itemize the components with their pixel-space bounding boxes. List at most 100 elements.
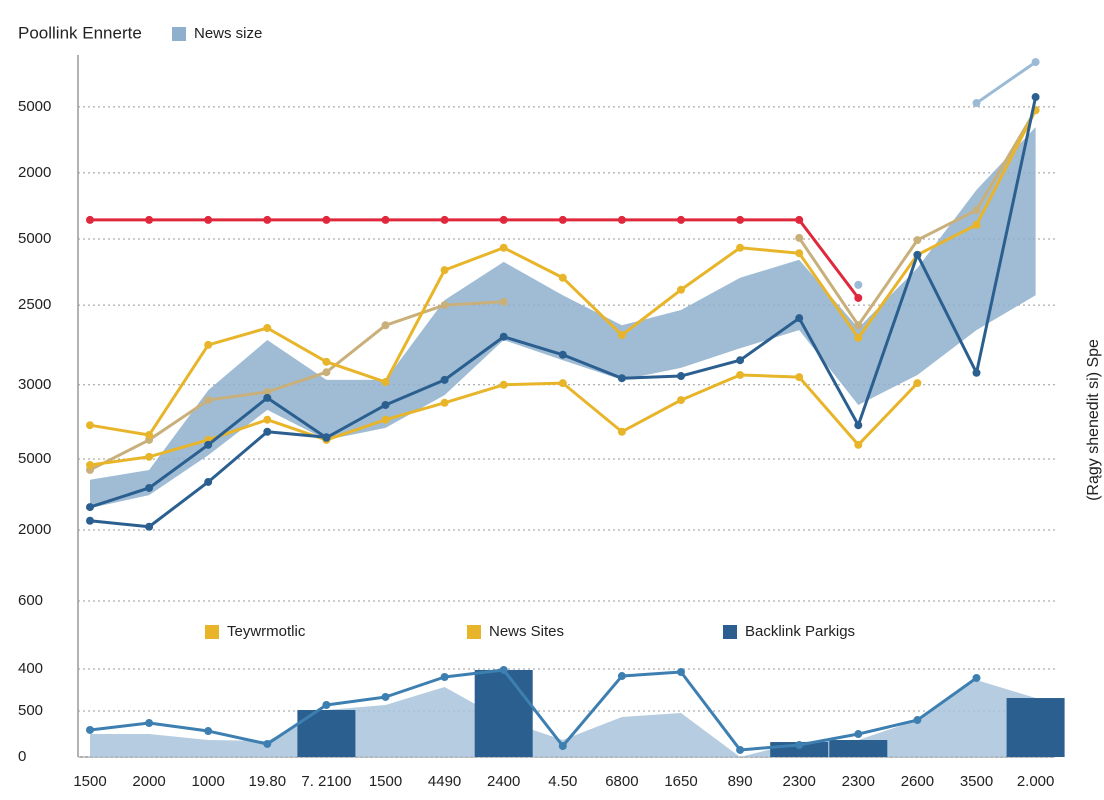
point <box>145 483 154 492</box>
legend-swatch <box>205 625 219 639</box>
line <box>89 668 978 752</box>
point <box>854 321 863 330</box>
point <box>204 396 213 405</box>
bar <box>829 740 888 757</box>
point <box>854 730 863 739</box>
point <box>263 739 272 748</box>
point <box>558 273 567 282</box>
point <box>204 215 213 224</box>
legend-swatch <box>172 27 186 41</box>
point <box>913 716 922 725</box>
point <box>145 452 154 461</box>
point <box>795 233 804 242</box>
point <box>972 206 981 215</box>
bar <box>1006 698 1065 757</box>
y-tick-label: 500 <box>18 702 43 719</box>
point <box>736 243 745 252</box>
legend-label: News size <box>194 25 262 42</box>
point <box>972 220 981 229</box>
point <box>440 375 449 384</box>
point <box>854 440 863 449</box>
point <box>499 215 508 224</box>
y-tick-label: 5000 <box>18 230 51 247</box>
point <box>913 379 922 388</box>
point <box>381 400 390 409</box>
point <box>499 332 508 341</box>
point <box>440 215 449 224</box>
legend-label: Backlink Parkigs <box>745 623 855 640</box>
point <box>263 387 272 396</box>
point <box>677 215 685 224</box>
y-tick-label: 2500 <box>18 296 51 313</box>
point <box>795 373 804 382</box>
bar <box>474 669 533 757</box>
point <box>440 266 449 275</box>
x-tick-label: 2300 <box>842 773 875 790</box>
point <box>322 368 331 377</box>
x-tick-label: 1500 <box>369 773 402 790</box>
point <box>322 433 331 442</box>
y-tick-label: 400 <box>18 660 43 677</box>
point <box>558 350 567 359</box>
x-tick-label: 19.80 <box>249 773 287 790</box>
point <box>854 333 863 342</box>
point <box>795 741 804 750</box>
point <box>913 250 922 259</box>
x-tick-label: 6800 <box>605 773 638 790</box>
point <box>381 215 390 224</box>
point <box>854 293 863 302</box>
point <box>145 431 154 440</box>
point <box>440 398 449 407</box>
point <box>677 285 685 294</box>
point <box>499 380 508 389</box>
x-tick-label: 890 <box>728 773 753 790</box>
line <box>89 300 504 472</box>
y-tick-label: 5000 <box>18 98 51 115</box>
point <box>736 356 745 365</box>
point <box>440 673 449 682</box>
point <box>617 374 626 383</box>
point <box>440 301 449 310</box>
x-tick-label: 2600 <box>901 773 934 790</box>
line <box>90 218 860 299</box>
point <box>322 700 331 709</box>
point <box>263 215 272 224</box>
chart-title: Poollink Ennerte <box>18 23 142 42</box>
point <box>499 243 508 252</box>
legend-label: News Sites <box>489 623 564 640</box>
y-tick-label: 5000 <box>18 450 51 467</box>
point <box>499 297 508 306</box>
point <box>263 393 272 402</box>
point <box>972 99 981 108</box>
x-tick-label: 3500 <box>960 773 993 790</box>
y-tick-label: 600 <box>18 592 43 609</box>
line <box>975 60 1037 105</box>
x-tick-label: 2400 <box>487 773 520 790</box>
point <box>204 340 213 349</box>
axis-label: (Rągy shenedit si) Spe <box>1085 339 1102 501</box>
x-tick-label: 1000 <box>192 773 225 790</box>
point <box>381 692 390 701</box>
point <box>617 672 626 681</box>
x-tick-label: 4490 <box>428 773 461 790</box>
point <box>204 727 213 736</box>
point <box>736 215 745 224</box>
legend-swatch <box>723 625 737 639</box>
point <box>677 396 685 405</box>
point <box>86 725 94 734</box>
point <box>795 314 804 323</box>
point <box>145 719 154 728</box>
band <box>90 127 1036 509</box>
x-tick-label: 2300 <box>783 773 816 790</box>
point <box>558 379 567 388</box>
point <box>263 427 272 436</box>
point <box>854 421 863 430</box>
y-tick-label: 0 <box>18 748 26 765</box>
point <box>1031 93 1040 102</box>
y-tick-label: 3000 <box>18 376 51 393</box>
point <box>1031 58 1040 67</box>
point <box>972 368 981 377</box>
x-tick-label: 1500 <box>73 773 106 790</box>
point <box>86 421 94 430</box>
